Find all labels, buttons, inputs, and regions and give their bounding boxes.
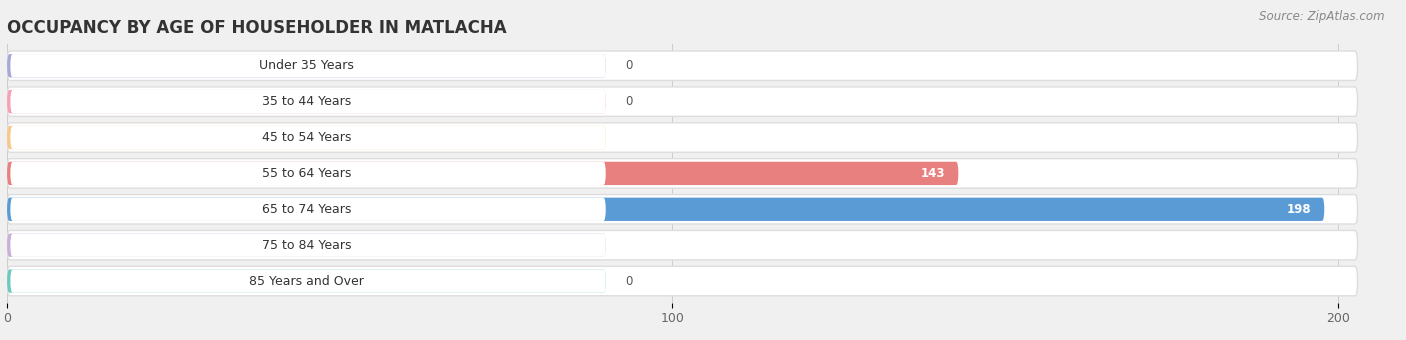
- Text: 35 to 44 Years: 35 to 44 Years: [262, 95, 352, 108]
- FancyBboxPatch shape: [7, 126, 606, 149]
- Text: OCCUPANCY BY AGE OF HOUSEHOLDER IN MATLACHA: OCCUPANCY BY AGE OF HOUSEHOLDER IN MATLA…: [7, 19, 506, 37]
- FancyBboxPatch shape: [7, 159, 1358, 188]
- FancyBboxPatch shape: [10, 162, 606, 185]
- FancyBboxPatch shape: [7, 162, 959, 185]
- FancyBboxPatch shape: [7, 266, 1358, 296]
- FancyBboxPatch shape: [10, 126, 606, 149]
- FancyBboxPatch shape: [7, 87, 1358, 116]
- Text: 0: 0: [626, 59, 633, 72]
- FancyBboxPatch shape: [10, 269, 606, 293]
- Text: Source: ZipAtlas.com: Source: ZipAtlas.com: [1260, 10, 1385, 23]
- Text: 198: 198: [1286, 203, 1310, 216]
- FancyBboxPatch shape: [7, 231, 1358, 260]
- FancyBboxPatch shape: [7, 234, 606, 257]
- Text: 143: 143: [921, 167, 945, 180]
- Text: 45 to 54 Years: 45 to 54 Years: [262, 131, 352, 144]
- FancyBboxPatch shape: [10, 234, 606, 257]
- Text: 85 Years and Over: 85 Years and Over: [249, 275, 364, 288]
- Text: 74: 74: [576, 131, 592, 144]
- Text: 55 to 64 Years: 55 to 64 Years: [262, 167, 352, 180]
- FancyBboxPatch shape: [7, 54, 606, 78]
- FancyBboxPatch shape: [7, 269, 606, 293]
- FancyBboxPatch shape: [10, 90, 606, 113]
- FancyBboxPatch shape: [7, 194, 1358, 224]
- Text: 65 to 74 Years: 65 to 74 Years: [262, 203, 352, 216]
- Text: 22: 22: [576, 239, 592, 252]
- FancyBboxPatch shape: [10, 54, 606, 78]
- FancyBboxPatch shape: [7, 123, 1358, 152]
- FancyBboxPatch shape: [7, 51, 1358, 81]
- Text: 75 to 84 Years: 75 to 84 Years: [262, 239, 352, 252]
- FancyBboxPatch shape: [10, 198, 606, 221]
- Text: 0: 0: [626, 275, 633, 288]
- Text: 0: 0: [626, 95, 633, 108]
- Text: Under 35 Years: Under 35 Years: [259, 59, 354, 72]
- FancyBboxPatch shape: [7, 90, 606, 113]
- FancyBboxPatch shape: [7, 198, 1324, 221]
